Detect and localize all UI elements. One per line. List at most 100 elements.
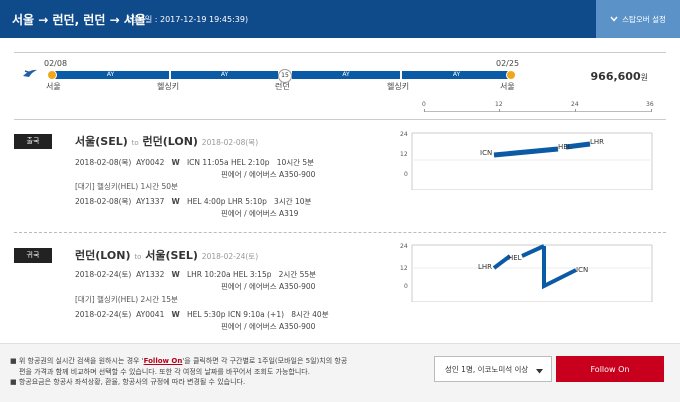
flight-duration: 8시간 40분 bbox=[291, 310, 329, 319]
note-text: 항공요금은 항공사 좌석상황, 환율, 항공사의 규정에 따라 변경될 수 있습… bbox=[18, 378, 246, 386]
graph-ytick: 12 bbox=[400, 265, 408, 272]
scale-tick bbox=[651, 109, 652, 112]
start-marker bbox=[47, 70, 57, 80]
scale-label: 12 bbox=[495, 101, 503, 108]
scale-tick bbox=[424, 109, 425, 112]
outbound-time-graph: 24 12 0 ICN HEL LHR bbox=[400, 131, 653, 190]
layover-info: [대기] 헬싱키(HEL) 2시간 15분 bbox=[75, 295, 178, 304]
note-item: ■ 항공요금은 항공사 좌석상황, 환율, 항공사의 규정에 따라 변경될 수 … bbox=[10, 378, 246, 386]
layover-info: [대기] 헬싱키(HEL) 1시간 50분 bbox=[75, 182, 178, 191]
inbound-title: 런던(LON) to 서울(SEL) 2018-02-24(토) bbox=[75, 247, 258, 263]
flight-date: 2018-02-24(토) bbox=[75, 310, 132, 319]
segment-bar[interactable] bbox=[292, 71, 400, 79]
graph-ytick: 24 bbox=[400, 243, 408, 250]
place-label: 서울 bbox=[500, 82, 515, 91]
inbound-date: 2018-02-24(토) bbox=[201, 252, 259, 261]
follow-on-button[interactable]: Follow On bbox=[556, 356, 664, 382]
segment-label: AY bbox=[452, 71, 461, 78]
to-word: to bbox=[131, 139, 139, 147]
outbound-to: 런던(LON) bbox=[142, 135, 198, 148]
booking-class: W bbox=[171, 197, 180, 206]
graph-airport-label: LHR bbox=[478, 263, 492, 271]
caret-down-icon bbox=[536, 367, 543, 376]
search-date: (검색일 : 2017-12-19 19:45:39) bbox=[127, 15, 249, 24]
flight-segment-line bbox=[521, 244, 545, 258]
place-label: 서울 bbox=[46, 82, 61, 91]
route-title: 서울 → 런던, 런던 → 서울 bbox=[12, 13, 146, 27]
scale-line bbox=[424, 111, 652, 112]
start-date: 02/08 bbox=[44, 59, 68, 68]
outbound-badge: 출국 bbox=[14, 134, 52, 149]
passenger-select[interactable]: 성인 1명, 이코노미석 이상 bbox=[434, 356, 552, 382]
follow-on-link[interactable]: Follow On bbox=[143, 357, 183, 365]
flight-segment-line bbox=[565, 141, 591, 150]
segment-bar[interactable] bbox=[402, 71, 511, 79]
scale-tick bbox=[499, 109, 500, 112]
flight-row: 2018-02-08(목) AY0042 W ICN 11:05a HEL 2:… bbox=[75, 157, 315, 179]
flight-segment-line bbox=[493, 146, 559, 158]
graph-ytick: 12 bbox=[400, 151, 408, 158]
inbound-badge: 귀국 bbox=[14, 248, 52, 263]
inbound-time-graph: 24 12 0 LHR HEL ICN bbox=[400, 243, 653, 302]
time-scale: 0 12 24 36 bbox=[422, 101, 654, 113]
flight-route: ICN 11:05a HEL 2:10p bbox=[186, 158, 270, 167]
end-date: 02/25 bbox=[496, 59, 520, 68]
itinerary-summary: AY AY AY AY 15 02/08 02/25 서울 헬싱키 런던 헬싱키… bbox=[14, 52, 666, 120]
place-label: 런던 bbox=[275, 82, 290, 91]
graph-airport-label: ICN bbox=[480, 149, 492, 157]
stopover-settings-label: 스탑오버 설정 bbox=[622, 14, 666, 24]
flight-date: 2018-02-08(목) bbox=[75, 197, 132, 206]
graph-airport-label: HEL bbox=[508, 254, 522, 262]
inbound-from: 런던(LON) bbox=[75, 249, 131, 262]
place-label: 헬싱키 bbox=[157, 82, 180, 91]
place-label: 헬싱키 bbox=[387, 82, 410, 91]
graph-airport-label: ICN bbox=[576, 266, 588, 274]
passenger-select-value: 성인 1명, 이코노미석 이상 bbox=[445, 364, 529, 374]
flight-row: 2018-02-08(목) AY1337 W HEL 4:00p LHR 5:1… bbox=[75, 196, 312, 218]
segment-label: AY bbox=[342, 71, 350, 78]
graph-airport-label: HEL bbox=[558, 143, 572, 151]
flight-date: 2018-02-24(토) bbox=[75, 270, 132, 279]
aircraft-info: 핀에어 / 에어버스 A319 bbox=[221, 209, 299, 218]
end-marker bbox=[506, 70, 516, 80]
airline-logo-icon bbox=[22, 67, 38, 79]
flight-duration: 3시간 10분 bbox=[274, 197, 312, 206]
footer-panel: ■ 위 항공권의 실시간 검색을 원하시는 경우 'Follow On'을 클릭… bbox=[0, 343, 680, 402]
flight-duration: 2시간 55분 bbox=[278, 270, 317, 279]
flight-segment-line bbox=[542, 246, 577, 290]
price-value: 966,600 bbox=[590, 70, 641, 83]
top-header: 서울 → 런던, 런던 → 서울 (검색일 : 2017-12-19 19:45… bbox=[0, 0, 680, 38]
booking-class: W bbox=[171, 310, 180, 319]
graph-frame bbox=[411, 132, 653, 190]
notes: ■ 위 항공권의 실시간 검색을 원하시는 경우 'Follow On'을 클릭… bbox=[10, 356, 350, 388]
flight-segment-line bbox=[492, 254, 512, 270]
aircraft-info: 핀에어 / 에어버스 A350-900 bbox=[221, 170, 316, 179]
inbound-to: 서울(SEL) bbox=[145, 249, 198, 262]
flight-row: 2018-02-24(토) AY1332 W LHR 10:20a HEL 3:… bbox=[75, 269, 317, 291]
flight-number: AY1337 bbox=[136, 197, 165, 206]
outbound-title: 서울(SEL) to 런던(LON) 2018-02-08(목) bbox=[75, 133, 258, 149]
graph-ytick: 24 bbox=[400, 131, 408, 138]
total-price: 966,600원 bbox=[591, 70, 648, 83]
chevron-down-icon bbox=[610, 15, 618, 24]
graph-frame bbox=[411, 244, 653, 302]
flight-date: 2018-02-08(목) bbox=[75, 158, 132, 167]
scale-tick bbox=[575, 109, 576, 112]
flight-number: AY0042 bbox=[136, 158, 165, 167]
note-text: 위 항공권의 실시간 검색을 원하시는 경우 ' bbox=[18, 357, 144, 365]
outbound-date: 2018-02-08(목) bbox=[201, 138, 259, 147]
outbound-from: 서울(SEL) bbox=[75, 135, 128, 148]
stopover-settings-button[interactable]: 스탑오버 설정 bbox=[596, 0, 680, 38]
graph-ytick: 0 bbox=[404, 171, 408, 178]
segment-bar[interactable] bbox=[171, 71, 278, 79]
segment-bar[interactable] bbox=[52, 71, 169, 79]
graph-ytick: 0 bbox=[404, 283, 408, 290]
flight-route: HEL 4:00p LHR 5:10p bbox=[186, 197, 267, 206]
segment-label: AY bbox=[220, 71, 229, 78]
flight-duration: 10시간 5분 bbox=[276, 158, 315, 167]
note-text: '을 클릭하면 각 구간별로 1주일(모바일은 5일)치의 항공편을 가격과 함… bbox=[19, 357, 348, 376]
flight-number: AY0041 bbox=[136, 310, 165, 319]
note-item: ■ 위 항공권의 실시간 검색을 원하시는 경우 'Follow On'을 클릭… bbox=[10, 357, 348, 376]
booking-class: W bbox=[171, 158, 180, 167]
stay-days-marker: 15 bbox=[278, 69, 292, 83]
